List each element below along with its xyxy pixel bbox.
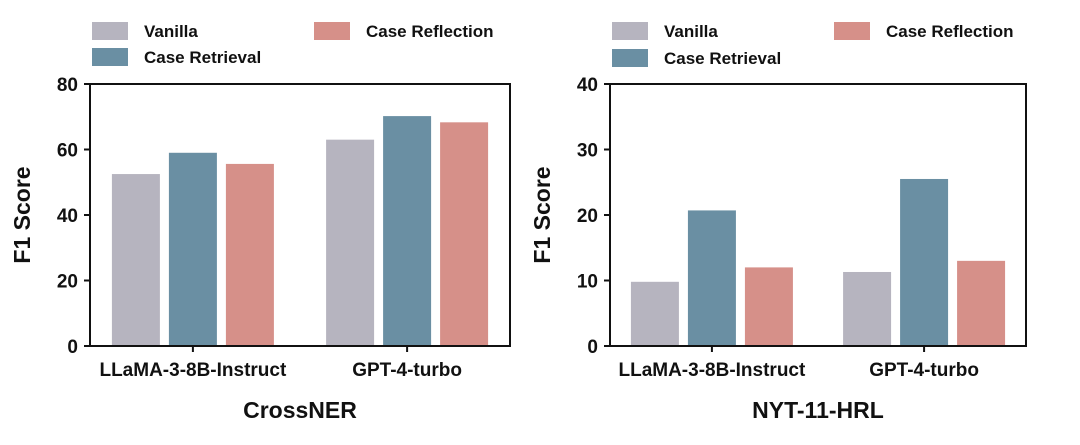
chart-panel-1: LLaMA-3-8B-Instruct GPT-4-turbo 0 20 40 60 80 C…: [9, 22, 511, 423]
y-tick-label: 10: [577, 272, 598, 293]
y-axis-title: F1 Score: [529, 166, 555, 263]
x-tick-label: LLaMA-3-8B-Instruct: [618, 360, 806, 381]
y-tick-label: 0: [587, 337, 598, 358]
legend-label-vanilla: Vanilla: [144, 22, 198, 41]
legend-swatch-vanilla: [92, 22, 128, 40]
legend-swatch-case-reflection: [314, 22, 350, 40]
legend-label-vanilla: Vanilla: [664, 22, 718, 41]
x-axis-title: CrossNER: [243, 397, 357, 423]
legend-label-case-reflection: Case Reflection: [366, 22, 494, 41]
bar-case-reflection-1: [744, 267, 793, 346]
x-tick-label: LLaMA-3-8B-Instruct: [99, 360, 287, 381]
y-tick-label: 20: [57, 272, 78, 293]
bar-case-retrieval-2: [900, 178, 949, 346]
x-axis-title: NYT-11-HRL: [752, 397, 884, 423]
y-tick-label: 60: [57, 141, 78, 162]
legend-label-case-reflection: Case Reflection: [886, 22, 1014, 41]
bar-vanilla-1: [630, 281, 679, 346]
bar-vanilla-2: [843, 271, 892, 346]
bar-case-reflection-1: [225, 163, 274, 346]
legend-label-case-retrieval: Case Retrieval: [144, 48, 261, 67]
x-tick-label: GPT-4-turbo: [352, 360, 462, 381]
y-tick-label: 80: [57, 75, 78, 96]
bar-case-reflection-2: [957, 260, 1006, 346]
y-tick-label: 40: [577, 75, 598, 96]
y-tick-label: 0: [67, 337, 78, 358]
y-tick-label: 30: [577, 141, 598, 162]
bar-vanilla-1: [111, 174, 160, 346]
chart-panel-2: LLaMA-3-8B-Instruct GPT-4-turbo 0 10 20 30 40 N…: [529, 22, 1027, 423]
x-tick-label: GPT-4-turbo: [869, 360, 979, 381]
y-axis-title: F1 Score: [9, 166, 35, 263]
y-tick-label: 20: [577, 206, 598, 227]
bar-case-retrieval-1: [687, 210, 736, 346]
legend-swatch-case-retrieval: [92, 48, 128, 66]
y-tick-label: 40: [57, 206, 78, 227]
bar-case-retrieval-2: [383, 116, 432, 346]
legend-label-case-retrieval: Case Retrieval: [664, 49, 781, 68]
legend-swatch-case-reflection: [834, 22, 870, 40]
bar-vanilla-2: [326, 139, 375, 346]
legend-swatch-vanilla: [612, 22, 648, 40]
legend-swatch-case-retrieval: [612, 49, 648, 67]
bar-case-retrieval-1: [168, 152, 217, 346]
bar-case-reflection-2: [440, 122, 489, 346]
